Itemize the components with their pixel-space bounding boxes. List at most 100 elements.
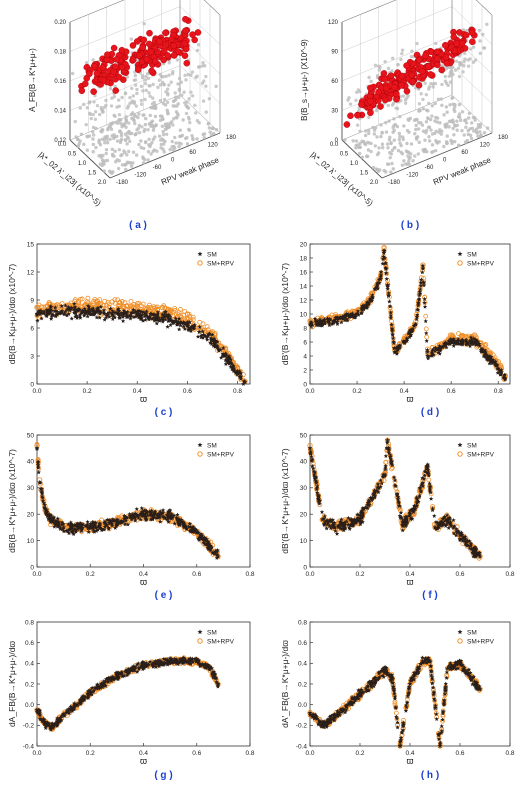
data-point-sm xyxy=(376,277,382,282)
data-point-scan xyxy=(158,83,163,87)
data-point-sm xyxy=(453,533,459,538)
data-point-scan xyxy=(363,133,368,138)
data-point-allowed xyxy=(147,48,155,56)
data-point-scan xyxy=(175,116,179,120)
data-point-scan xyxy=(100,137,105,142)
x-tick-label: 0.0 xyxy=(32,388,41,395)
data-point-sm xyxy=(143,317,148,322)
data-point-scan xyxy=(447,74,451,79)
data-point-scan xyxy=(343,138,347,142)
data-point-sm xyxy=(376,489,381,495)
y-tick-label: 30 xyxy=(300,485,308,492)
data-point-allowed xyxy=(146,29,153,37)
data-point-sm xyxy=(50,313,55,318)
data-point-scan xyxy=(164,132,169,136)
data-point-sm xyxy=(35,311,40,316)
data-point-sm xyxy=(122,521,128,527)
data-point-sm xyxy=(430,353,435,358)
data-point-sm xyxy=(82,306,87,311)
z-axis-label: RPV weak phase xyxy=(432,155,493,187)
data-point-allowed xyxy=(182,45,190,53)
data-point-scan xyxy=(409,54,414,59)
data-point-scan xyxy=(116,166,121,171)
data-point-scan xyxy=(141,89,145,93)
data-point-scan xyxy=(390,161,394,166)
data-point-scan xyxy=(482,131,487,135)
x-tick-label: 0.0 xyxy=(32,571,41,578)
data-point-scan xyxy=(434,41,438,46)
z-tick-label: 180 xyxy=(226,135,237,141)
data-point-scan xyxy=(203,64,207,68)
data-point-scan xyxy=(105,137,109,142)
y-tick-label: 15 xyxy=(27,241,35,248)
data-point-sm xyxy=(40,494,45,499)
data-point-sm xyxy=(69,316,74,321)
data-point-scan xyxy=(389,170,393,174)
data-point-scan xyxy=(153,114,158,119)
data-point-sm xyxy=(421,283,427,288)
x-tick-label: 0.8 xyxy=(505,571,514,578)
data-point-sm xyxy=(87,309,92,314)
data-point-scan xyxy=(426,116,430,120)
data-point-sm xyxy=(455,530,460,535)
data-point-sm xyxy=(403,521,409,526)
y-tick-label: 0.18 xyxy=(54,50,66,56)
data-point-sm xyxy=(361,506,367,511)
data-point-scan xyxy=(436,97,441,102)
data-point-allowed xyxy=(409,78,416,85)
data-point-scan xyxy=(389,152,394,156)
data-point-sm xyxy=(131,307,136,312)
data-point-sm xyxy=(53,312,59,318)
data-point-sm xyxy=(70,530,76,535)
data-point-sm xyxy=(465,340,470,345)
data-point-scan xyxy=(123,91,128,96)
data-point-scan xyxy=(188,120,192,125)
data-point-sm xyxy=(414,499,420,504)
data-point-sm xyxy=(370,495,375,501)
data-point-sm xyxy=(179,517,184,522)
data-point-scan xyxy=(122,123,126,128)
data-point-allowed xyxy=(433,48,441,56)
x-tick-label: 1.0 xyxy=(78,161,87,167)
data-point-sm xyxy=(416,296,422,301)
data-point-scan xyxy=(445,141,450,145)
data-point-scan xyxy=(177,144,181,149)
data-point-sm xyxy=(460,342,465,347)
y-tick-label: 50 xyxy=(300,432,308,439)
data-point-scan xyxy=(398,114,402,119)
data-point-scan xyxy=(444,105,449,109)
data-point-scan xyxy=(476,122,481,127)
data-point-allowed xyxy=(182,15,189,23)
data-point-sm xyxy=(49,304,54,309)
data-point-scan xyxy=(120,163,125,167)
data-point-scan xyxy=(455,128,459,132)
legend-label-sm-rpv: SM+RPV xyxy=(207,452,235,459)
data-point-scan xyxy=(367,141,371,145)
data-point-scan xyxy=(91,133,96,137)
data-point-sm xyxy=(55,516,60,521)
data-point-scan xyxy=(113,149,117,153)
data-point-sm xyxy=(53,305,58,310)
data-point-sm xyxy=(211,343,216,348)
data-point-scan xyxy=(147,137,151,142)
data-point-sm xyxy=(451,343,456,348)
data-point-scan xyxy=(413,132,417,136)
data-point-scan xyxy=(433,101,437,106)
data-point-scan xyxy=(143,97,147,102)
data-point-sm xyxy=(375,481,381,486)
data-point-sm xyxy=(94,315,100,320)
data-point-sm xyxy=(98,304,104,309)
data-point-sm xyxy=(380,256,386,261)
y-tick-label: 60 xyxy=(331,79,338,85)
data-point-sm xyxy=(378,274,383,279)
data-point-scan xyxy=(125,142,129,146)
data-point-scan xyxy=(184,111,189,116)
z-tick-label: -120 xyxy=(406,173,419,179)
data-point-sm xyxy=(424,330,429,336)
data-point-sm xyxy=(38,480,43,485)
data-point-sm-rpv xyxy=(79,296,85,302)
axis-z xyxy=(381,132,493,179)
data-point-scan xyxy=(134,78,138,82)
data-point-allowed xyxy=(398,72,406,80)
